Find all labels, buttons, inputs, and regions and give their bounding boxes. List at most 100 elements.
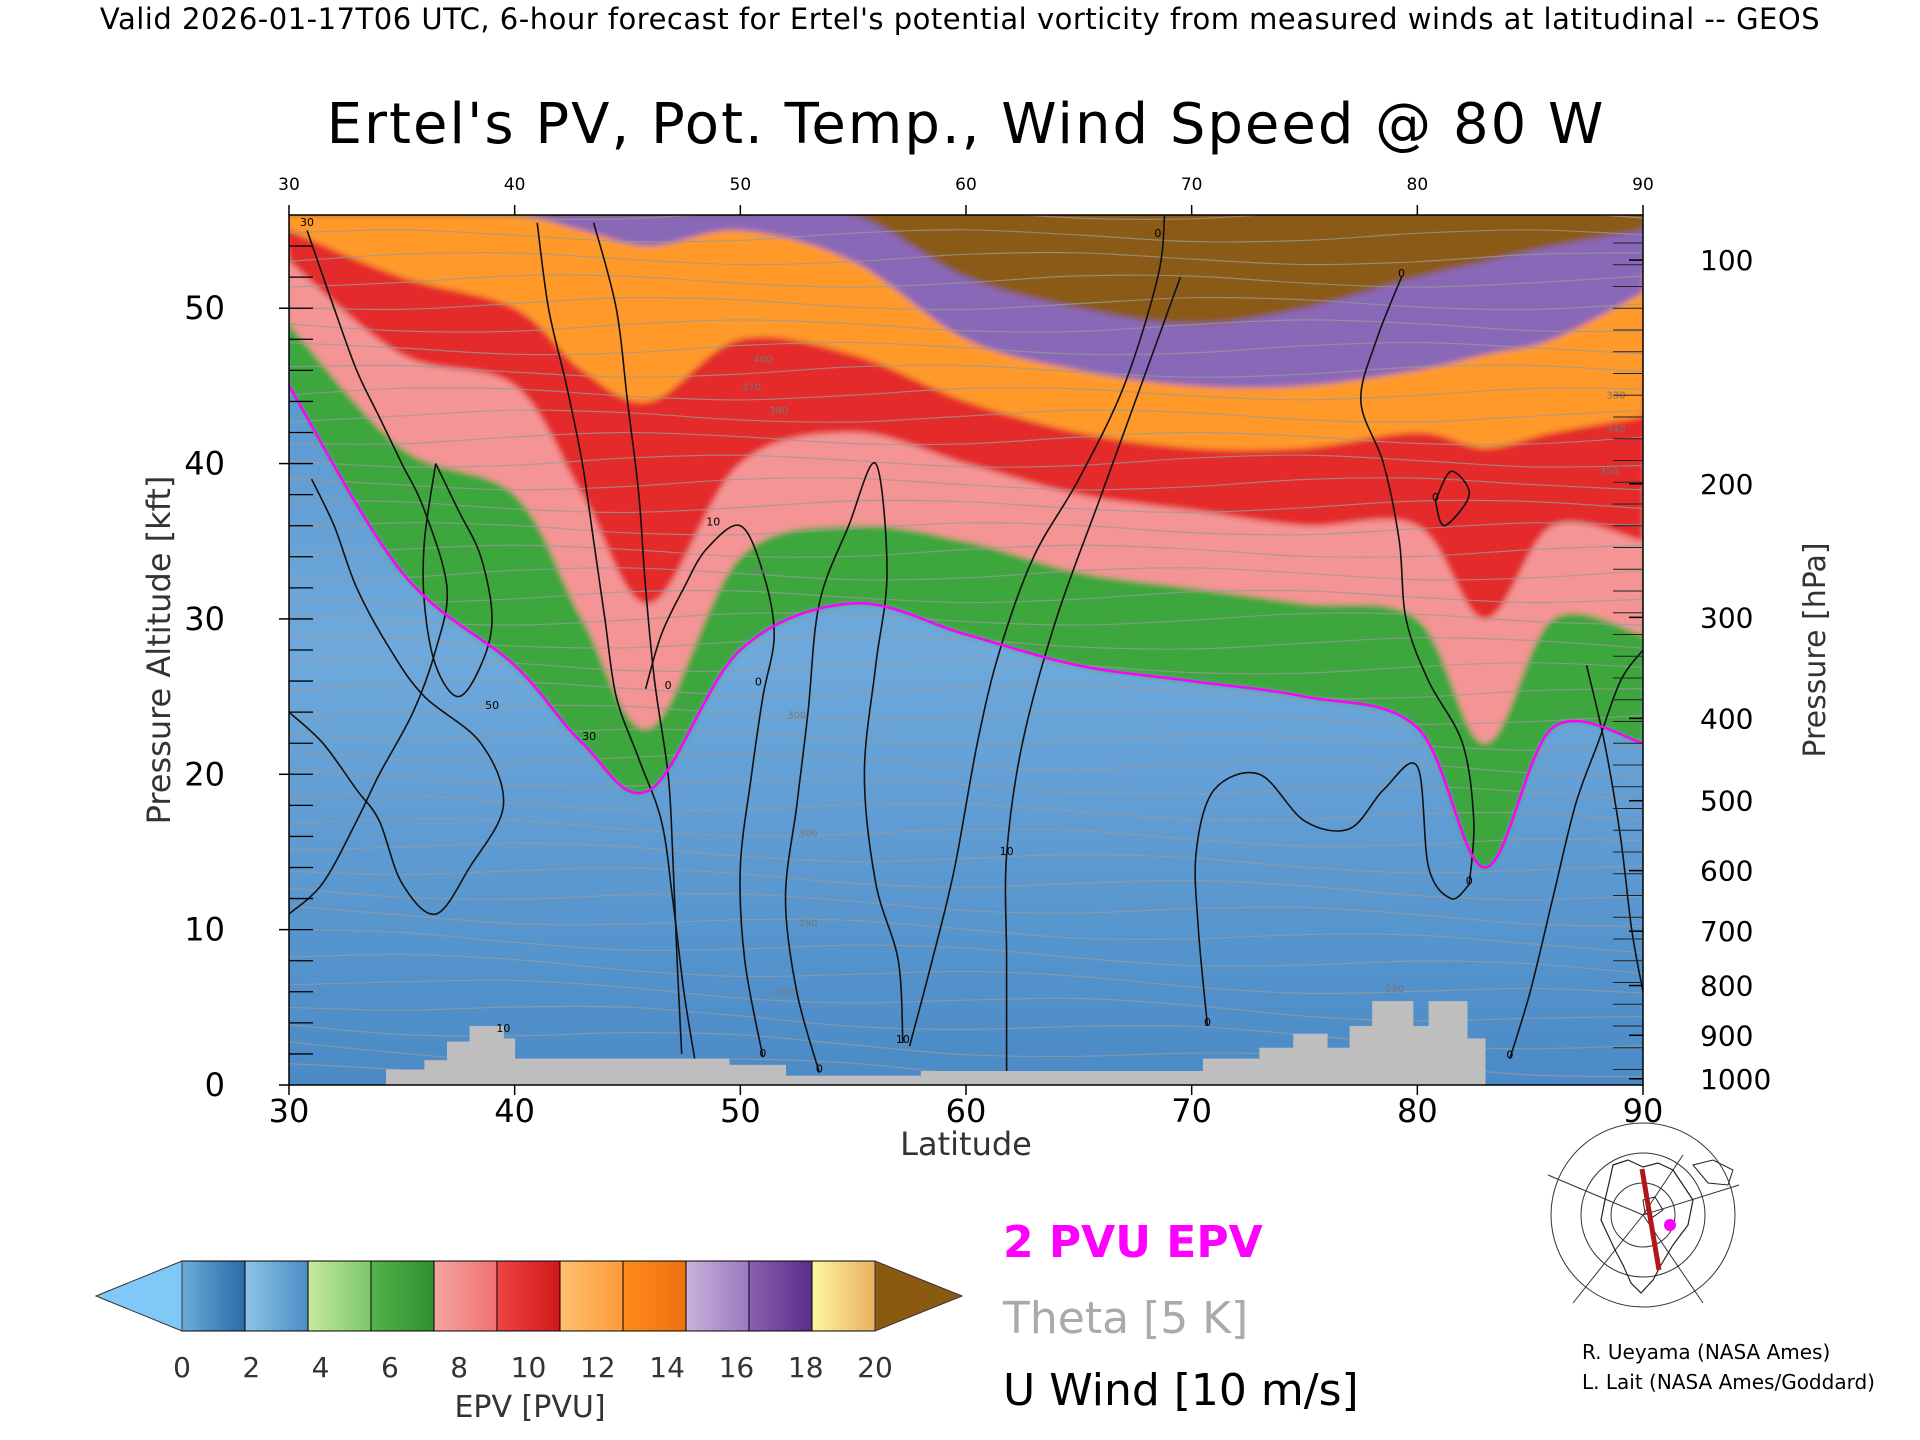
y-tick-label: 20 bbox=[184, 755, 225, 793]
colorbar-tick-label: 10 bbox=[511, 1351, 547, 1384]
pressure-tick-label: 500 bbox=[1700, 785, 1753, 818]
u-wind-contour bbox=[644, 524, 776, 1058]
colorbar-bin bbox=[622, 1260, 687, 1332]
x-axis-label: Latitude bbox=[900, 1125, 1032, 1163]
pressure-tick-label: 200 bbox=[1700, 468, 1753, 501]
terrain-block bbox=[386, 1069, 425, 1085]
terrain-block bbox=[424, 1060, 448, 1085]
y-tick-label: 0 bbox=[205, 1066, 225, 1104]
theta-isentrope bbox=[289, 953, 1643, 995]
pressure-tick-label: 700 bbox=[1700, 915, 1753, 948]
colorbar-label: EPV [PVU] bbox=[454, 1390, 605, 1425]
theta-isentrope bbox=[289, 681, 1643, 700]
pressure-tick-label: 300 bbox=[1700, 601, 1753, 634]
theta-isentrope bbox=[451, 215, 1643, 220]
u-wind-contour bbox=[1004, 276, 1182, 1085]
wind-contour-label: 0 bbox=[1432, 491, 1439, 504]
terrain-block bbox=[1202, 1058, 1260, 1085]
theta-isentrope bbox=[289, 296, 1643, 311]
theta-isentrope bbox=[289, 905, 1643, 954]
colorbar-tick-label: 20 bbox=[857, 1351, 893, 1384]
colorbar-bin bbox=[181, 1260, 246, 1332]
theta-isentrope bbox=[289, 979, 1643, 1022]
theta-isentrope bbox=[289, 612, 1643, 626]
theta-isentrope bbox=[289, 634, 1643, 650]
credit-line-2: L. Lait (NASA Ames/Goddard) bbox=[1582, 1370, 1875, 1394]
wind-contour-label: 10 bbox=[896, 1033, 910, 1046]
top-x-tick-label: 30 bbox=[278, 175, 300, 195]
theta-isentrope bbox=[289, 274, 1643, 288]
theta-isentrope bbox=[289, 589, 1643, 604]
theta-contour-label: 320 bbox=[749, 566, 768, 577]
wind-contour-label: 0 bbox=[1506, 1049, 1513, 1062]
wind-contour-label: 10 bbox=[496, 1022, 510, 1035]
terrain-block bbox=[729, 1064, 786, 1085]
colorbar-tick-label: 12 bbox=[580, 1351, 616, 1384]
wind-contour-label: 0 bbox=[1398, 267, 1405, 280]
colorbar-bin bbox=[433, 1260, 498, 1332]
terrain-block bbox=[1293, 1033, 1328, 1085]
theta-contour-label: 330 bbox=[1606, 390, 1625, 401]
theta-isentrope bbox=[289, 387, 1643, 401]
u-wind-contour bbox=[536, 222, 696, 1062]
wind-contour-label: 0 bbox=[1204, 1016, 1211, 1029]
theta-isentrope bbox=[289, 409, 1643, 423]
theta-contour-label: 350 bbox=[1600, 466, 1619, 477]
terrain-block bbox=[1428, 1001, 1468, 1085]
y-tick-label: 40 bbox=[184, 445, 225, 483]
theta-contour-label: 380 bbox=[769, 406, 788, 417]
u-wind-contour bbox=[289, 478, 505, 915]
theta-isentrope bbox=[289, 887, 1643, 928]
top-x-tick-label: 80 bbox=[1407, 175, 1429, 195]
colorbar-bin bbox=[748, 1260, 813, 1332]
colorbar-bin bbox=[685, 1260, 750, 1332]
pressure-tick-label: 600 bbox=[1700, 855, 1753, 888]
colorbar-tick-label: 18 bbox=[788, 1351, 824, 1384]
theta-isentrope bbox=[289, 454, 1643, 468]
credit-line-1: R. Ueyama (NASA Ames) bbox=[1582, 1340, 1831, 1364]
wind-contour-label: 0 bbox=[1466, 875, 1473, 888]
terrain-block bbox=[469, 1025, 504, 1085]
wind-contour-label: 0 bbox=[759, 1047, 766, 1060]
theta-isentrope bbox=[289, 657, 1643, 675]
epv-band-brown bbox=[289, 215, 1643, 324]
epv-colorbar: 0 2 4 6 8 10 12 14 16 18 20 bbox=[94, 1260, 964, 1384]
wind-contour-label: 50 bbox=[485, 699, 499, 712]
colorbar-tick-label: 4 bbox=[312, 1351, 330, 1384]
theta-isentrope bbox=[289, 319, 1643, 333]
theta-isentrope bbox=[289, 499, 1643, 514]
u-wind-contour bbox=[1434, 470, 1471, 527]
pressure-tick-label: 800 bbox=[1700, 970, 1753, 1003]
colorbar-bin bbox=[307, 1260, 372, 1332]
colorbar-tick-label: 0 bbox=[173, 1351, 191, 1384]
colorbar-tick-label: 2 bbox=[242, 1351, 260, 1384]
theta-isentrope bbox=[289, 928, 1643, 975]
theta-isentrope bbox=[289, 728, 1643, 751]
y-tick-label: 30 bbox=[184, 600, 225, 638]
theta-contour-label: 280 bbox=[776, 987, 795, 998]
legend-epv: 2 PVU EPV bbox=[1003, 1217, 1263, 1268]
terrain-block bbox=[1412, 1025, 1430, 1085]
x-tick-label: 30 bbox=[269, 1092, 310, 1130]
wind-contour-label: 30 bbox=[582, 730, 596, 743]
top-x-tick-label: 50 bbox=[730, 175, 752, 195]
wind-contour-label: 0 bbox=[665, 679, 672, 692]
colorbar-over-arrow bbox=[874, 1260, 964, 1332]
theta-isentrope bbox=[289, 341, 1643, 356]
x-tick-label: 40 bbox=[494, 1092, 535, 1130]
colorbar-tick-label: 16 bbox=[719, 1351, 755, 1384]
theta-isentrope bbox=[289, 364, 1643, 378]
terrain-block bbox=[446, 1041, 471, 1085]
theta-isentrope bbox=[289, 750, 1643, 777]
theta-isentrope bbox=[289, 842, 1643, 874]
top-x-tick-label: 40 bbox=[504, 175, 526, 195]
terrain-block bbox=[1327, 1047, 1351, 1085]
colorbar-under-arrow bbox=[94, 1260, 183, 1332]
colorbar-bin bbox=[559, 1260, 624, 1332]
colorbar-bin bbox=[370, 1260, 435, 1332]
theta-contour-label: 340 bbox=[1606, 425, 1625, 436]
wind-contour-label: 30 bbox=[300, 216, 314, 229]
colorbar-tick-label: 6 bbox=[381, 1351, 399, 1384]
location-map bbox=[1543, 1122, 1740, 1308]
